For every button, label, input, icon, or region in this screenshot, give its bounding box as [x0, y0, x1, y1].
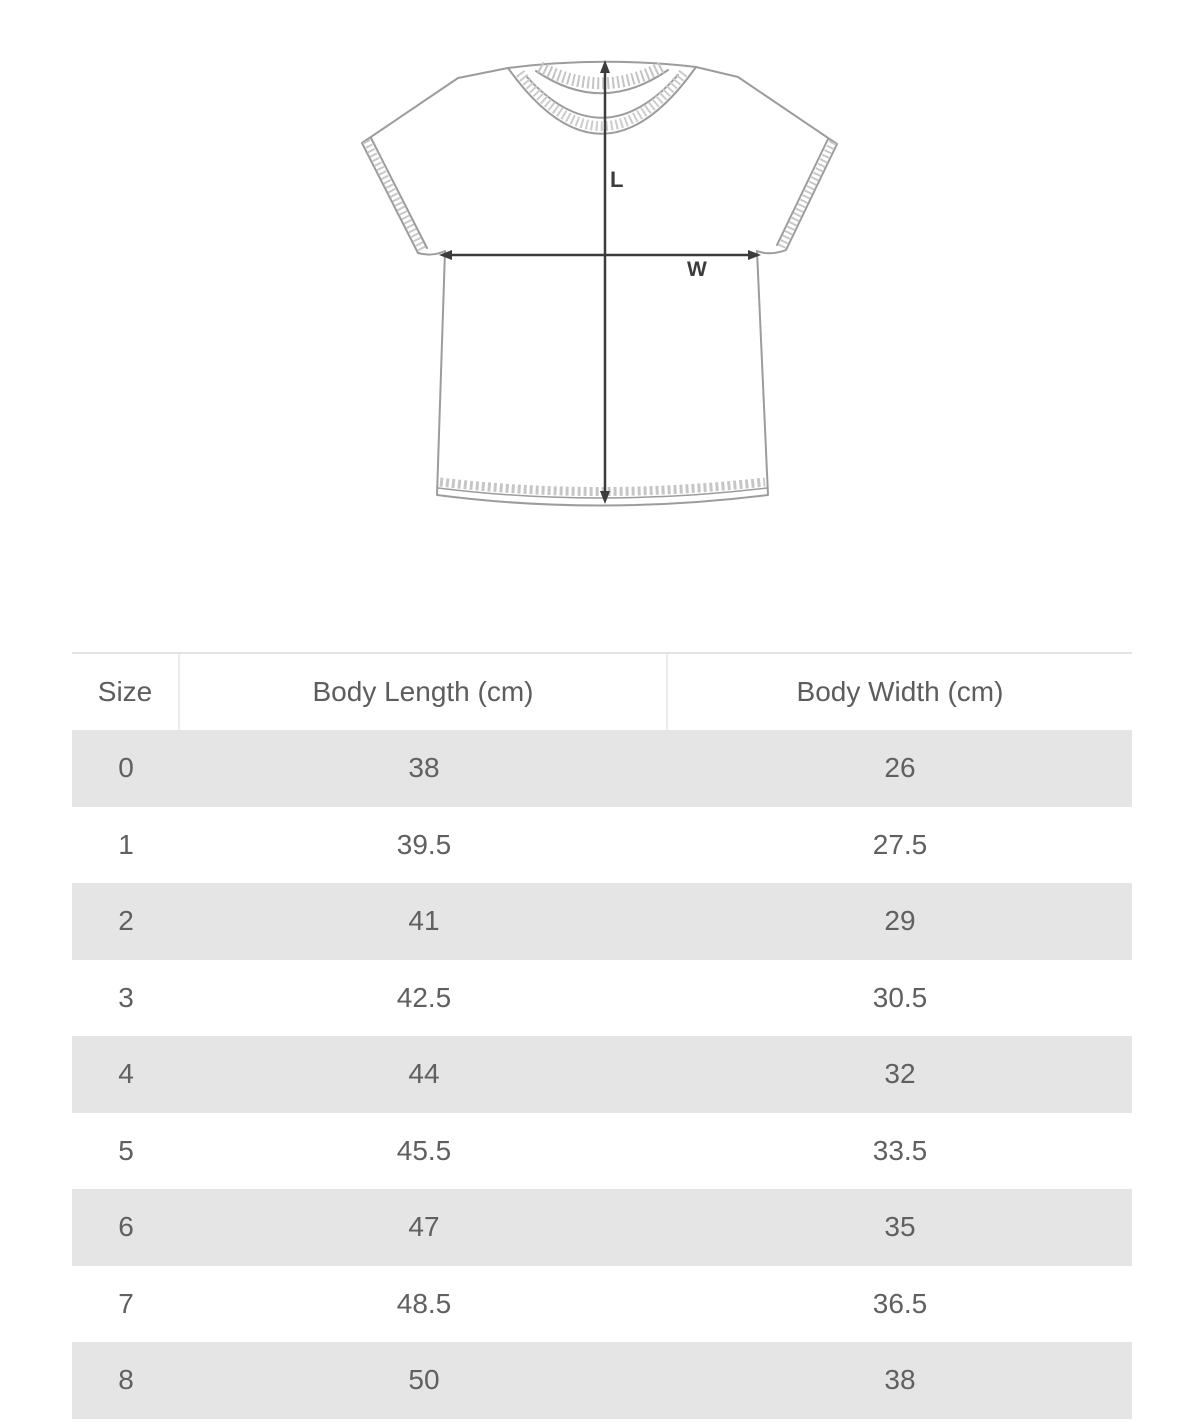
width-arrow — [439, 250, 761, 260]
cell-body-width: 33.5 — [872, 1134, 928, 1166]
cell-body-width: 38 — [884, 1364, 916, 1396]
table-row: 1 39.5 27.5 — [72, 807, 1132, 884]
table-row: 7 48.5 36.5 — [72, 1266, 1132, 1343]
tshirt-size-diagram: L W — [340, 40, 860, 540]
cell-body-length: 41 — [408, 905, 440, 937]
table-row: 8 50 38 — [72, 1342, 1132, 1419]
cell-body-width: 30.5 — [872, 981, 928, 1013]
cell-body-length: 45.5 — [396, 1134, 452, 1166]
cell-body-length: 48.5 — [396, 1287, 452, 1319]
table-row: 3 42.5 30.5 — [72, 960, 1132, 1037]
table-row: 5 45.5 33.5 — [72, 1113, 1132, 1190]
cell-size: 4 — [118, 1058, 134, 1090]
length-label: L — [610, 167, 623, 192]
cell-size: 0 — [118, 752, 134, 784]
cell-body-length: 42.5 — [396, 981, 452, 1013]
cell-body-width: 35 — [884, 1211, 916, 1243]
size-table: Size Body Length (cm) Body Width (cm) 0 … — [72, 652, 1132, 1419]
cell-body-length: 47 — [408, 1211, 440, 1243]
cell-size: 8 — [118, 1364, 134, 1396]
cell-size: 6 — [118, 1211, 134, 1243]
header-body-width: Body Width (cm) — [796, 676, 1004, 707]
table-row: 2 41 29 — [72, 883, 1132, 960]
cell-body-width: 36.5 — [872, 1287, 928, 1319]
cell-size: 1 — [118, 828, 134, 860]
cell-size: 5 — [118, 1134, 134, 1166]
table-row: 0 38 26 — [72, 730, 1132, 807]
cell-body-length: 44 — [408, 1058, 440, 1090]
cell-body-width: 27.5 — [872, 828, 928, 860]
cell-size: 2 — [118, 905, 134, 937]
header-size: Size — [72, 654, 180, 730]
header-body-length: Body Length (cm) — [180, 654, 668, 730]
cell-body-length: 50 — [408, 1364, 440, 1396]
length-arrow — [600, 60, 610, 504]
cell-body-width: 26 — [884, 752, 916, 784]
cell-body-length: 38 — [408, 752, 440, 784]
table-row: 6 47 35 — [72, 1189, 1132, 1266]
cell-size: 3 — [118, 981, 134, 1013]
tshirt-outline — [361, 60, 838, 507]
table-row: 4 44 32 — [72, 1036, 1132, 1113]
cell-size: 7 — [118, 1287, 134, 1319]
width-label: W — [687, 258, 707, 281]
tshirt-diagram-svg: L W — [361, 60, 838, 507]
cell-body-length: 39.5 — [396, 828, 452, 860]
table-header-row: Size Body Length (cm) Body Width (cm) — [72, 652, 1132, 730]
tshirt-stitching — [362, 60, 837, 496]
cell-body-width: 29 — [884, 905, 916, 937]
cell-body-width: 32 — [884, 1058, 916, 1090]
